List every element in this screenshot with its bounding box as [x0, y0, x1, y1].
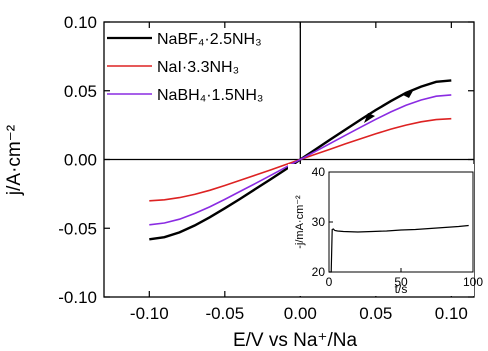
y-tick-label: -0.10: [58, 288, 97, 307]
y-tick-label: 0.00: [64, 151, 97, 170]
y-tick-label: -0.05: [58, 219, 97, 238]
inset-x-axis-title: t/s: [395, 282, 408, 296]
inset-y-tick-label: 20: [312, 265, 326, 279]
inset-series-line: [329, 224, 469, 273]
inset-y-tick-label: 30: [312, 215, 326, 229]
inset-y-tick-label: 40: [312, 165, 326, 179]
legend: NaBF₄·2.5NH₃ NaI·3.3NH₃ NaBH₄·1.5NH₃: [107, 31, 263, 104]
x-tick-label: 0.05: [359, 304, 392, 323]
series-layer: [149, 79, 452, 241]
x-tick-label: -0.10: [130, 304, 169, 323]
legend-label: NaBH₄·1.5NH₃: [157, 87, 263, 104]
y-axis-title: j/A·cm⁻²: [4, 125, 25, 196]
inset-x-tick-label: 100: [463, 275, 483, 289]
y-tick-label: 0.10: [64, 13, 97, 32]
inset-chart: 0 50 100 20 30 40 t/s -j/mA·cm⁻²: [288, 164, 483, 296]
inset-y-axis-title: -j/mA·cm⁻²: [294, 195, 306, 249]
legend-label: NaI·3.3NH₃: [157, 59, 239, 76]
y-tick-label: 0.05: [64, 82, 97, 101]
axes-layer: -0.10 -0.05 0.00 0.05 0.10 -0.10 -0.05 0.00 0.05…: [58, 13, 475, 323]
arrow-backward-icon: [364, 113, 375, 123]
x-axis-title: E/V vs Na⁺/Na: [233, 330, 357, 351]
inset-background: [288, 164, 474, 296]
inset-x-tick-label: 50: [394, 275, 408, 289]
x-tick-label: -0.05: [205, 304, 244, 323]
x-tick-label: 0.00: [284, 304, 317, 323]
arrow-forward-icon: [403, 89, 414, 98]
legend-label: NaBF₄·2.5NH₃: [157, 31, 262, 48]
inset-x-tick-label: 0: [326, 275, 333, 289]
x-tick-label: 0.10: [435, 304, 468, 323]
series-line-3: [149, 94, 452, 226]
